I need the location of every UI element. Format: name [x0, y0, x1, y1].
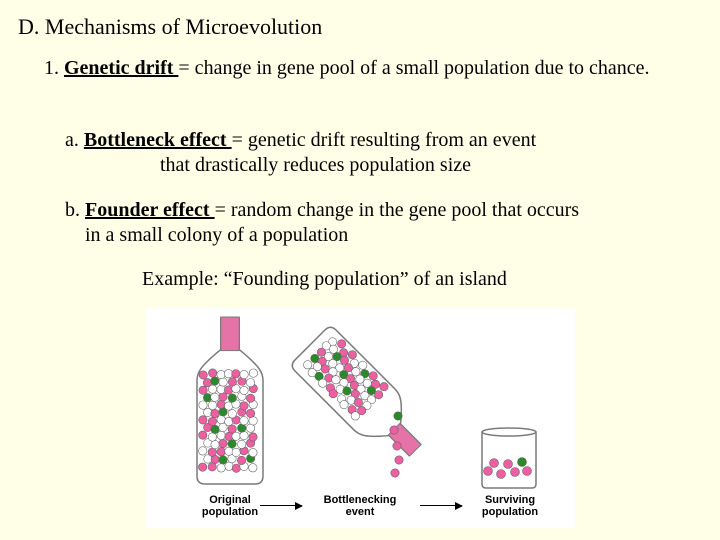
sub-a-def1: = genetic drift resulting from an event — [232, 129, 537, 151]
sub-b-num: b. — [65, 199, 85, 221]
sub-b-def2: in a small colony of a population — [65, 223, 665, 248]
arrow-2 — [420, 505, 462, 506]
label-original-line1: Originalpopulation — [185, 494, 275, 518]
example-text: Example: “Founding population” of an isl… — [142, 268, 662, 291]
label-surviving: Survivingpopulation — [465, 494, 555, 518]
sub-a-def2: that drastically reduces population size — [65, 153, 665, 178]
section-heading: D. Mechanisms of Microevolution — [18, 14, 322, 40]
bottleneck-diagram: Originalpopulation Bottleneckingevent Su… — [145, 308, 575, 528]
sub-b-def1: = random change in the gene pool that oc… — [215, 199, 580, 221]
term-genetic-drift: Genetic drift — [64, 57, 178, 79]
item-genetic-drift: 1. Genetic drift = change in gene pool o… — [44, 56, 684, 81]
item-1-def: = change in gene pool of a small populat… — [178, 57, 649, 79]
term-founder: Founder effect — [85, 199, 215, 221]
item-1-num: 1. — [44, 57, 64, 79]
subitem-bottleneck: a. Bottleneck effect = genetic drift res… — [65, 128, 665, 178]
label-bottlenecking: Bottleneckingevent — [310, 494, 410, 518]
sub-a-num: a. — [65, 129, 84, 151]
arrow-1 — [260, 505, 302, 506]
subitem-founder: b. Founder effect = random change in the… — [65, 198, 665, 248]
term-bottleneck: Bottleneck effect — [84, 129, 232, 151]
